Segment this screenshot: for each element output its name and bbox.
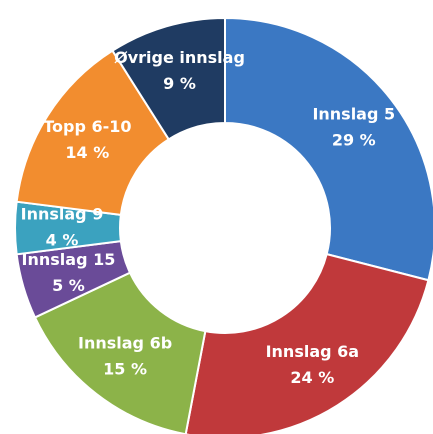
segment-label: Øvrige innslag xyxy=(114,48,245,67)
donut-segment xyxy=(15,49,171,216)
segment-label: Innslag 6a xyxy=(266,342,360,361)
value-label: 9 % xyxy=(163,74,196,93)
value-label: 5 % xyxy=(52,276,85,295)
segment-label: Innslag 15 xyxy=(22,250,116,269)
donut-segment xyxy=(184,252,430,434)
segment-label: Innslag 5 xyxy=(312,105,395,124)
value-label: 15 % xyxy=(103,359,147,378)
donut-segment xyxy=(111,16,226,141)
segment-label: Innslag 6b xyxy=(78,333,172,352)
value-label: 24 % xyxy=(290,368,334,387)
segment-label: Topp 6-10 xyxy=(43,117,131,136)
value-label: 29 % xyxy=(332,131,376,150)
segment-label: Innslag 9 xyxy=(21,205,104,224)
value-label: 4 % xyxy=(46,231,79,250)
value-label: 14 % xyxy=(65,143,109,162)
donut-segment xyxy=(33,271,207,434)
donut-segment xyxy=(224,16,433,282)
